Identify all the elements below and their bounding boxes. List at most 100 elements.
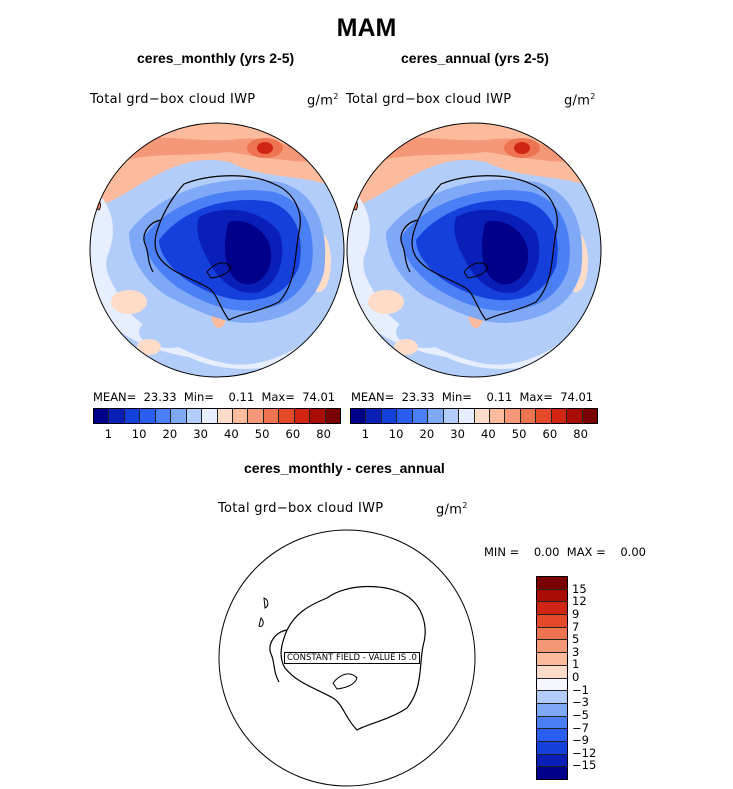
- constant-field-label: CONSTANT FIELD - VALUE IS .0: [284, 652, 420, 664]
- diff-panel-stats: MIN = 0.00 MAX = 0.00: [484, 545, 646, 559]
- panel-1-units: g/m2: [307, 92, 339, 109]
- panel-1-colorbar-tick-label: 40: [224, 427, 239, 441]
- diff-colorbar-swatch: [537, 703, 567, 717]
- diff-colorbar-tick-label: 9: [572, 606, 580, 621]
- panel-1-colorbar-swatch: [232, 409, 249, 423]
- diff-colorbar-tick-label: 15: [572, 581, 587, 596]
- panel-2-colorbar: [350, 408, 598, 424]
- panel-2-colorbar-swatch: [536, 409, 552, 423]
- panel-2-map: [346, 122, 602, 378]
- panel-1-colorbar-tick-label: 30: [193, 427, 208, 441]
- panel-2-colorbar-swatch: [351, 409, 367, 423]
- panel-1-colorbar-tick-label: 80: [316, 427, 331, 441]
- diff-colorbar-swatch: [537, 691, 567, 704]
- panel-1-title: ceres_monthly (yrs 2-5): [137, 50, 295, 66]
- diff-colorbar-swatch: [537, 602, 567, 616]
- diff-colorbar-swatch: [537, 577, 567, 590]
- panel-2-units: g/m2: [564, 92, 596, 109]
- panel-2-colorbar-tick-label: 20: [419, 427, 435, 441]
- diff-colorbar-swatch: [537, 716, 567, 730]
- panel-1-map: [89, 122, 345, 378]
- diff-colorbar-tick-label: −3: [572, 695, 589, 710]
- diff-panel-variable-label: Total grd−box cloud IWP: [218, 501, 384, 516]
- panel-2-colorbar-swatch: [505, 409, 521, 423]
- panel-1-colorbar-ticks: 1 10 20 30 40 50 60 80: [93, 427, 339, 441]
- panel-2-colorbar-swatch: [551, 409, 568, 423]
- diff-colorbar-swatch: [537, 665, 567, 679]
- panel-1-colorbar-swatch: [155, 409, 172, 423]
- diff-colorbar-tick-label: 12: [572, 594, 587, 609]
- panel-1-field: [90, 123, 344, 377]
- panel-1-colorbar-swatch: [94, 409, 110, 423]
- panel-2-colorbar-swatch: [428, 409, 444, 423]
- panel-2-colorbar-swatch: [443, 409, 460, 423]
- main-title: MAM: [336, 14, 397, 42]
- panel-2-colorbar-tick-label: 30: [450, 427, 465, 441]
- diff-colorbar-swatch: [537, 640, 567, 654]
- panel-1-colorbar-swatch: [171, 409, 187, 423]
- panel-1-colorbar-tick-label: 1: [104, 427, 113, 441]
- diff-panel-units: g/m2: [436, 501, 468, 518]
- diff-colorbar-tick-label: 1: [572, 657, 580, 672]
- panel-2-colorbar-swatch: [489, 409, 506, 423]
- diff-colorbar-tick-label: −12: [572, 745, 597, 760]
- panel-1-colorbar-swatch: [124, 409, 141, 423]
- diff-colorbar-swatch: [537, 754, 567, 768]
- panel-2-colorbar-tick-label: 50: [511, 427, 527, 441]
- diff-colorbar-swatch: [537, 653, 567, 666]
- diff-colorbar-tick-label: 3: [572, 644, 580, 659]
- panel-2-colorbar-tick-label: 80: [573, 427, 588, 441]
- diff-colorbar-swatch: [537, 767, 567, 779]
- diff-colorbar-swatch: [537, 627, 567, 641]
- panel-2-colorbar-tick-label: 10: [388, 427, 404, 441]
- panel-2-colorbar-swatch: [381, 409, 398, 423]
- panel-1-colorbar-swatch: [325, 409, 340, 423]
- panel-1-colorbar-swatch: [310, 409, 326, 423]
- panel-2-colorbar-ticks: 1 10 20 30 40 50 60 80: [350, 427, 596, 441]
- diff-colorbar-swatch: [537, 589, 567, 603]
- panel-2-stats: MEAN= 23.33 Min= 0.11 Max= 74.01: [351, 390, 594, 404]
- panel-2-colorbar-swatch: [397, 409, 413, 423]
- diff-colorbar-tick-label: −9: [572, 733, 589, 748]
- panel-2-colorbar-swatch: [582, 409, 597, 423]
- diff-colorbar-tick-label: 5: [572, 632, 580, 647]
- panel-1-colorbar-tick-label: 60: [285, 427, 301, 441]
- panel-2-colorbar-swatch: [567, 409, 583, 423]
- panel-2-colorbar-swatch: [474, 409, 490, 423]
- panel-1-stats: MEAN= 23.33 Min= 0.11 Max= 74.01: [93, 390, 336, 404]
- panel-2-variable-label: Total grd−box cloud IWP: [346, 92, 512, 107]
- diff-colorbar-tick-label: −5: [572, 707, 589, 722]
- panel-1-colorbar-tick-label: 50: [254, 427, 270, 441]
- panel-2-colorbar-swatch: [366, 409, 382, 423]
- panel-1-colorbar-swatch: [279, 409, 295, 423]
- antarctica-coastline: [280, 585, 426, 731]
- diff-colorbar-swatch: [537, 729, 567, 742]
- diff-colorbar-tick-label: −1: [572, 682, 589, 697]
- diff-colorbar-tick-label: 0: [572, 670, 580, 684]
- panel-1-colorbar-swatch: [109, 409, 125, 423]
- panel-1-colorbar-tick-label: 10: [131, 427, 147, 441]
- panel-2-colorbar-tick-label: 60: [542, 427, 558, 441]
- panel-1-colorbar-swatch: [294, 409, 311, 423]
- panel-1-colorbar-swatch: [202, 409, 218, 423]
- diff-colorbar-tick-label: 7: [572, 619, 580, 634]
- diff-colorbar: [536, 576, 568, 780]
- diff-colorbar-swatch: [537, 615, 567, 628]
- panel-1-colorbar-swatch: [140, 409, 156, 423]
- diff-colorbar-swatch: [537, 678, 567, 692]
- panel-2-colorbar-tick-label: 1: [361, 427, 370, 441]
- panel-2-title: ceres_annual (yrs 2-5): [401, 50, 549, 66]
- panel-2-colorbar-swatch: [459, 409, 475, 423]
- panel-2-colorbar-swatch: [412, 409, 429, 423]
- panel-1-colorbar-swatch: [217, 409, 233, 423]
- panel-1-colorbar: [93, 408, 341, 424]
- panel-1-colorbar-swatch: [186, 409, 203, 423]
- panel-1-colorbar-swatch: [263, 409, 280, 423]
- panel-2-colorbar-swatch: [520, 409, 537, 423]
- panel-1-colorbar-tick-label: 20: [162, 427, 178, 441]
- diff-panel-title: ceres_monthly - ceres_annual: [244, 460, 445, 476]
- panel-1-variable-label: Total grd−box cloud IWP: [90, 92, 256, 107]
- diff-colorbar-tick-label: −7: [572, 720, 589, 735]
- diff-colorbar-tick-label: −15: [572, 758, 597, 773]
- diff-colorbar-swatch: [537, 741, 567, 755]
